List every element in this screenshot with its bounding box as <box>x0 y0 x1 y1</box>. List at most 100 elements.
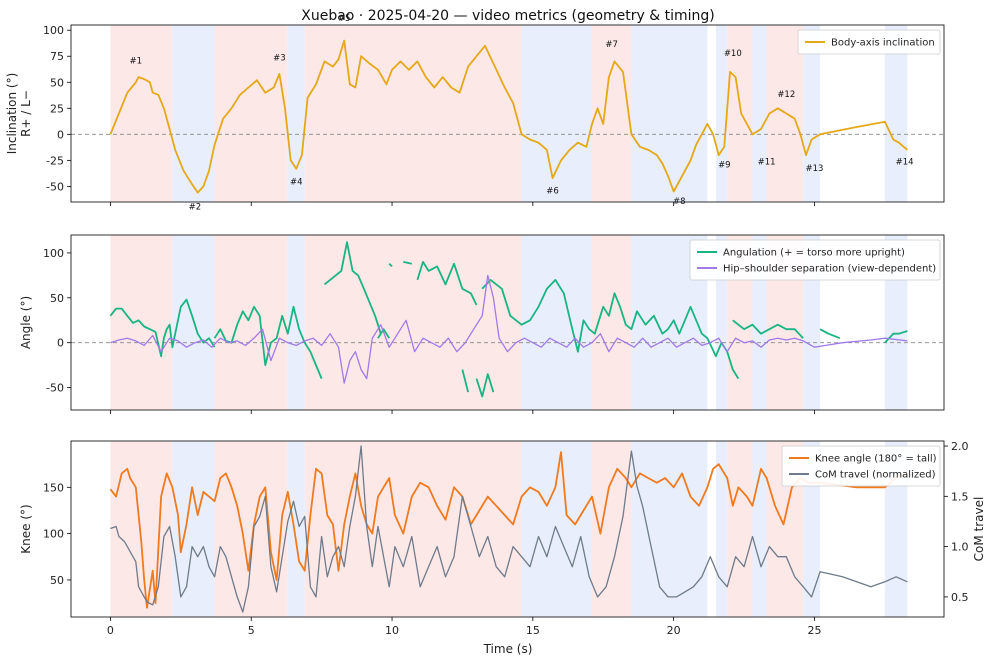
phase-band-blue <box>752 25 767 202</box>
phase-band-blue <box>631 25 708 202</box>
phase-band-red <box>214 235 288 410</box>
series-line-angulation-seg-1 <box>213 305 323 379</box>
legend-label: Hip–shoulder separation (view-dependent) <box>723 264 936 275</box>
event-label: #5 <box>338 14 351 24</box>
series-line-angulation-seg-3 <box>377 328 390 339</box>
series-line-angulation-seg-10 <box>732 319 804 339</box>
panel-inclination: #1#2#3#4#5#6#7#8#9#10#11#12#13#14-50-250… <box>5 14 945 212</box>
y-tick-label: 0 <box>57 337 64 350</box>
phase-band-red <box>304 441 522 617</box>
phase-band-red <box>304 25 522 202</box>
y-tick-label: 150 <box>43 481 64 494</box>
phase-band-blue <box>752 441 767 617</box>
event-label: #4 <box>290 177 303 187</box>
y-axis-label: Inclination (°) <box>5 73 19 155</box>
axes-frame <box>70 440 945 618</box>
panel-knee: 50 100 150 0.5 1.0 1.5 2.0 CoM travel 0 5 10 15 20 25… <box>19 440 986 637</box>
phase-band-blue <box>287 441 305 617</box>
x-tick-label: 5 <box>248 624 255 637</box>
phase-band-blue <box>715 441 728 617</box>
event-label: #3 <box>273 53 286 63</box>
phase-band-blue <box>715 25 728 202</box>
legend-label: Body-axis inclination <box>831 38 935 49</box>
legend-box <box>797 29 941 55</box>
y-tick-label: 50 <box>50 574 64 587</box>
phase-bands <box>110 25 908 202</box>
y-tick-label: 50 <box>50 76 64 89</box>
phase-band-red <box>304 235 522 410</box>
phase-band-red <box>591 441 632 617</box>
axes-frame <box>70 234 945 411</box>
event-label: #11 <box>758 158 776 168</box>
event-label: #6 <box>546 187 559 197</box>
y2-tick-label: 0.5 <box>951 591 969 604</box>
y-tick-label: 75 <box>50 50 64 63</box>
series-line-com <box>110 445 908 613</box>
legend-box <box>781 445 941 487</box>
event-label: #14 <box>896 158 914 168</box>
event-label: #10 <box>724 49 742 59</box>
legend-label: Angulation (+ = torso more upright) <box>723 248 905 259</box>
event-label: #2 <box>189 202 202 212</box>
event-label: #7 <box>605 40 618 50</box>
panel-angles: -50 0 50 100 Angle (°) Angulation (+ = torso … <box>19 234 945 414</box>
y-axis-label: Knee (°) <box>19 504 33 553</box>
y-tick-label: -25 <box>46 154 64 167</box>
phase-band-blue <box>631 441 708 617</box>
y-tick-label: 100 <box>43 528 64 541</box>
x-tick-label: 15 <box>526 624 540 637</box>
series-line-angulation-seg-5 <box>403 261 412 265</box>
series-line-angulation-seg-6 <box>416 261 478 306</box>
y-tick-label: 50 <box>50 292 64 305</box>
phase-band-red <box>727 441 753 617</box>
x-tick-label: 20 <box>667 624 681 637</box>
y-tick-label: 100 <box>43 247 64 260</box>
phase-band-red <box>110 441 173 617</box>
phase-bands <box>110 235 908 410</box>
y2-tick-label: 1.5 <box>951 490 969 503</box>
series-line-angulation-seg-0 <box>109 298 216 358</box>
axes-frame <box>70 24 945 203</box>
phase-band-blue <box>287 235 305 410</box>
legend-label: Knee angle (180° = tall) <box>815 454 937 465</box>
y-tick-label: -50 <box>46 382 64 395</box>
phase-band-blue <box>521 25 592 202</box>
event-label: #9 <box>718 161 731 171</box>
legend-label: CoM travel (normalized) <box>815 470 936 481</box>
series-line-knee <box>109 451 908 609</box>
y2-tick-label: 1.0 <box>951 541 969 554</box>
legend-box <box>689 239 941 281</box>
y-tick-label: -50 <box>46 180 64 193</box>
phase-band-red <box>214 25 288 202</box>
series-line-inclination <box>109 39 908 194</box>
series-line-separation <box>110 274 908 384</box>
phase-band-red <box>110 25 173 202</box>
phase-band-blue <box>803 25 821 202</box>
series-line-angulation-seg-8 <box>475 373 495 398</box>
series-line-angulation-seg-7 <box>461 369 469 393</box>
y-tick-label: 0 <box>57 128 64 141</box>
phase-band-blue <box>715 235 728 410</box>
series-line-angulation-seg-9 <box>481 279 740 380</box>
phase-band-red <box>727 25 753 202</box>
y-tick-label: 25 <box>50 102 64 115</box>
x-tick-label: 10 <box>385 624 399 637</box>
x-tick-label: 25 <box>807 624 821 637</box>
phase-band-blue <box>287 25 305 202</box>
y-axis-label: R+ / L− <box>19 90 33 137</box>
y2-tick-label: 2.0 <box>951 440 969 453</box>
phase-band-blue <box>884 25 908 202</box>
phase-band-red <box>591 25 632 202</box>
y2-axis-label: CoM travel <box>972 497 986 562</box>
phase-band-blue <box>521 235 592 410</box>
series-line-angulation-seg-2 <box>323 241 382 334</box>
figure-title: Xuebao · 2025-04-20 — video metrics (geo… <box>301 8 715 24</box>
y-axis-label: Angle (°) <box>19 296 33 349</box>
series-group <box>109 445 908 613</box>
event-label: #13 <box>805 164 823 174</box>
series-group <box>109 39 908 194</box>
event-label: #12 <box>777 90 795 100</box>
series-group <box>109 241 908 398</box>
series-line-angulation-seg-4 <box>388 263 393 268</box>
